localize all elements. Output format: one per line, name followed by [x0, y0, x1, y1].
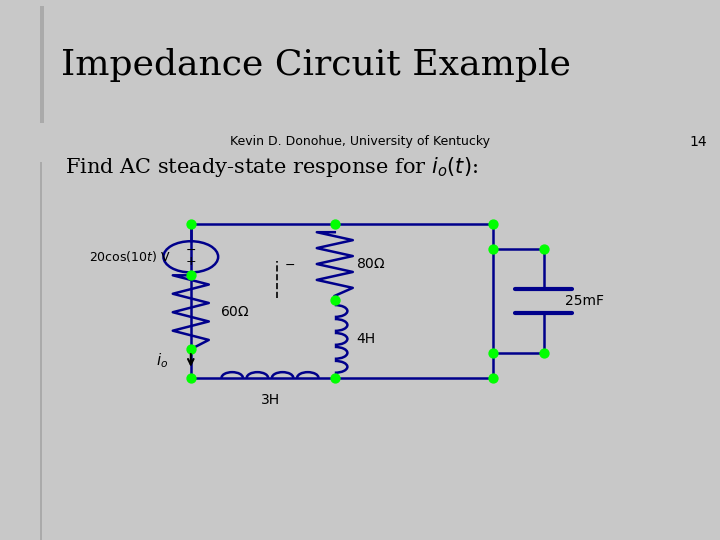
Bar: [40, 6, 44, 123]
Text: +: +: [186, 255, 196, 268]
Text: 60$\Omega$: 60$\Omega$: [220, 305, 249, 319]
Text: $20\cos(10t)$ V: $20\cos(10t)$ V: [89, 249, 171, 264]
Text: −: −: [284, 259, 295, 272]
Text: 14: 14: [690, 135, 707, 149]
Text: −: −: [186, 244, 196, 256]
Text: 25mF: 25mF: [565, 294, 604, 308]
Text: $i_o$: $i_o$: [156, 351, 168, 370]
Bar: [40, 163, 42, 540]
Text: Find AC steady-state response for $i_o(t)$:: Find AC steady-state response for $i_o(t…: [65, 154, 478, 179]
Text: 4H: 4H: [356, 332, 376, 346]
Text: Kevin D. Donohue, University of Kentucky: Kevin D. Donohue, University of Kentucky: [230, 136, 490, 148]
Text: 3H: 3H: [261, 394, 279, 408]
Text: Impedance Circuit Example: Impedance Circuit Example: [61, 48, 571, 82]
Text: 80$\Omega$: 80$\Omega$: [356, 257, 386, 271]
